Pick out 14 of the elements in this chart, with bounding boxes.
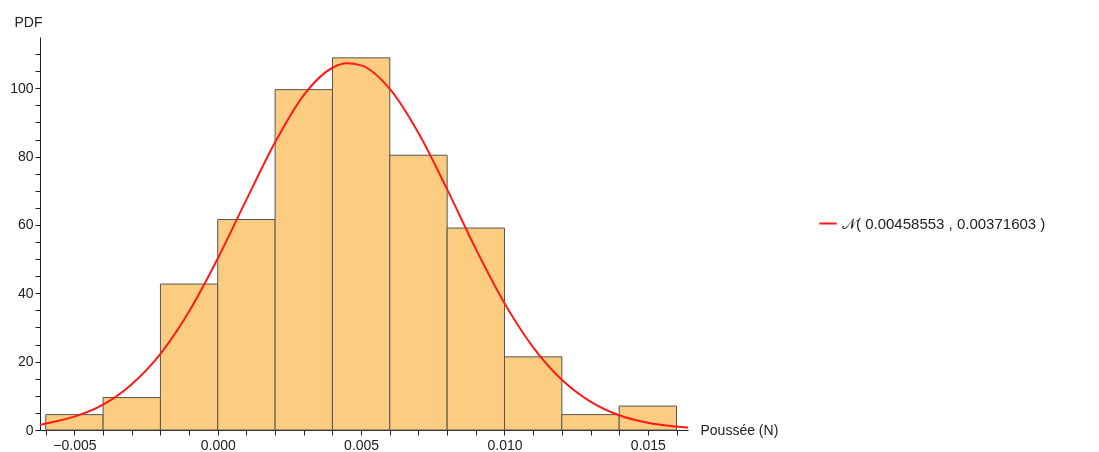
y-tick-label: 0 [25,421,34,438]
legend-label: 𝒩( 0.00458553 , 0.00371603 ) [842,214,1046,232]
x-tick-label: 0.005 [344,436,380,452]
x-axis-title: Poussée (N) [700,421,779,438]
y-tick-label: 60 [17,216,34,233]
y-axis-title: PDF [14,13,43,30]
y-tick-label: 80 [17,148,34,165]
y-tick-label: 100 [10,79,34,96]
x-tick-label: 0.010 [487,436,523,452]
x-tick-label: −0.005 [53,436,97,452]
y-tick-label: 20 [17,353,34,370]
y-tick-label: 40 [17,284,34,301]
x-tick-label: 0.015 [630,436,667,452]
x-tick-label: 0.000 [200,436,236,452]
